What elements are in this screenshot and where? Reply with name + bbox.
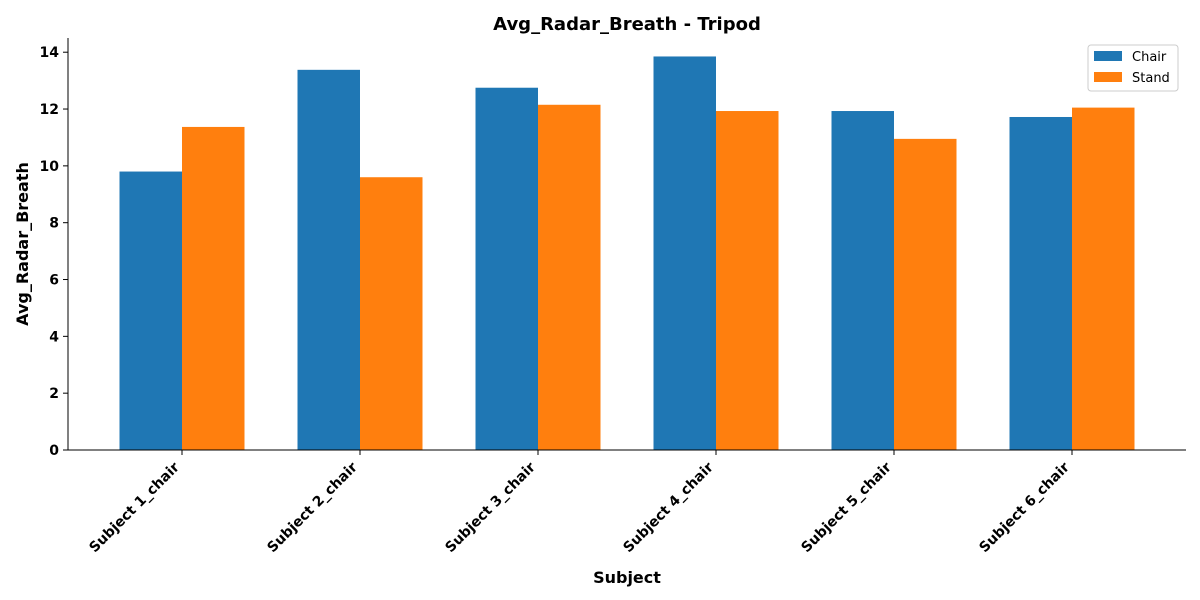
x-tick-label: Subject 4_chair	[620, 459, 717, 556]
y-tick-label: 0	[49, 443, 59, 459]
legend: Chair Stand	[1087, 44, 1179, 92]
x-tick-label: Subject 2_chair	[264, 459, 361, 556]
x-tick-label: Subject 1_chair	[86, 459, 183, 556]
bars-group	[119, 56, 1135, 451]
legend-swatch-stand	[1094, 72, 1122, 82]
bar-stand-2	[360, 177, 423, 450]
bar-chair-5	[831, 111, 894, 451]
legend-label-stand: Stand	[1132, 71, 1170, 86]
axes-group	[67, 38, 1186, 451]
bar-chair-6	[1009, 116, 1072, 450]
bar-stand-1	[182, 126, 245, 450]
legend-label-chair: Chair	[1132, 50, 1167, 65]
x-tick-label: Subject 5_chair	[798, 459, 895, 556]
bar-stand-4	[716, 111, 779, 451]
y-tick-label: 14	[40, 45, 60, 61]
y-tick-label: 8	[49, 216, 59, 232]
legend-swatch-chair	[1094, 51, 1122, 61]
chart-title: Avg_Radar_Breath - Tripod	[493, 14, 761, 35]
y-ticks-group: 0 2 4 6 8 10 12 14	[40, 45, 68, 459]
x-tick-label: Subject 6_chair	[976, 459, 1073, 556]
x-tick-label: Subject 3_chair	[442, 459, 539, 556]
y-tick-label: 10	[40, 159, 60, 175]
y-tick-label: 4	[49, 329, 59, 345]
x-ticks-group: Subject 1_chair Subject 2_chair Subject 3_…	[86, 450, 1073, 556]
bar-stand-5	[894, 138, 957, 451]
y-tick-label: 12	[40, 102, 59, 118]
bar-chair-3	[475, 87, 538, 451]
bar-chair-4	[653, 56, 716, 450]
y-tick-label: 6	[49, 273, 59, 289]
bar-chair-2	[297, 69, 360, 450]
x-axis-title: Subject	[593, 568, 661, 587]
bar-stand-6	[1072, 107, 1135, 450]
y-tick-label: 2	[49, 386, 59, 402]
bar-chair-1	[119, 171, 182, 450]
bar-stand-3	[538, 104, 601, 451]
y-axis-title: Avg_Radar_Breath	[13, 162, 32, 326]
